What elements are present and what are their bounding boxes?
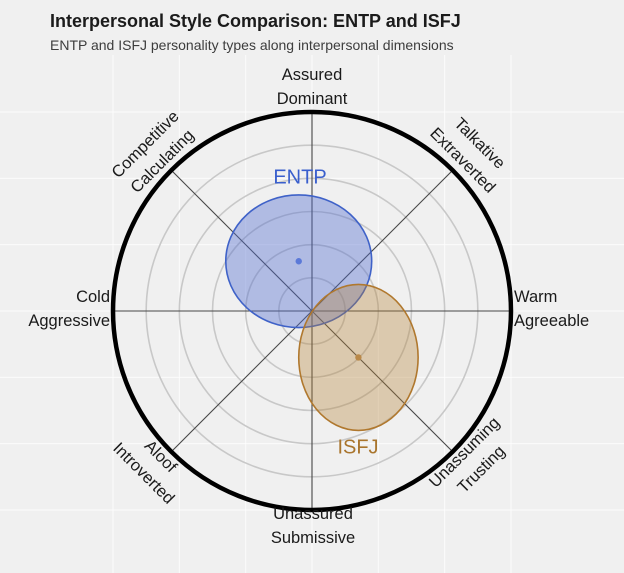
axis-label-line: Agreeable: [514, 312, 590, 330]
series-ellipses: [224, 194, 419, 432]
axis-label-line: Cold: [76, 288, 110, 306]
axis-label-line: Dominant: [276, 90, 348, 108]
axis-label-aggressive: Cold Aggressive: [28, 285, 110, 333]
axis-label-line: Aggressive: [28, 312, 110, 330]
outer-circle-group: [110, 109, 514, 513]
series-label-entp: ENTP: [273, 166, 327, 189]
series-label-isfj: ISFJ: [337, 436, 379, 459]
axis-label-line: Assured: [281, 66, 343, 84]
axis-label-agreeable: Warm Agreeable: [514, 285, 589, 333]
axis-label-dominant: Assured Dominant: [277, 63, 348, 111]
axis-label-line: Warm: [514, 288, 558, 306]
axis-label-line: Unassured: [273, 505, 353, 523]
outer-circle: [110, 109, 514, 513]
series-center-dot-entp: [295, 258, 302, 265]
axis-label-submissive: Unassured Submissive: [271, 502, 355, 550]
series-center-dot-isfj: [355, 354, 362, 361]
axis-label-line: Submissive: [270, 529, 356, 547]
chart-title: Interpersonal Style Comparison: ENTP and…: [50, 11, 461, 31]
chart-subtitle: ENTP and ISFJ personality types along in…: [50, 37, 454, 53]
